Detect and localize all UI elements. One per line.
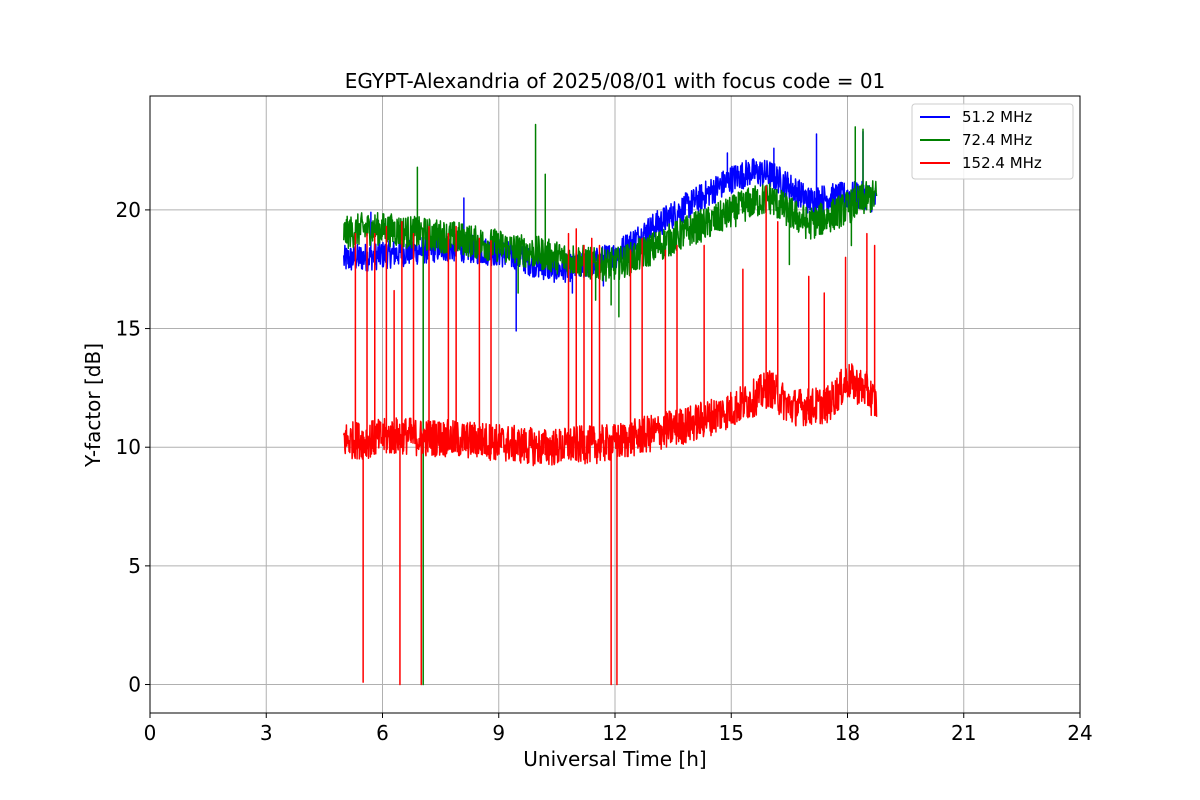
y-tick-label: 0	[128, 673, 141, 697]
y-tick-label: 10	[116, 435, 141, 459]
x-tick-label: 21	[951, 721, 976, 745]
x-tick-label: 6	[376, 721, 389, 745]
legend: 51.2 MHz 72.4 MHz 152.4 MHz	[911, 103, 1074, 180]
series-line-2	[343, 185, 878, 686]
x-tick-label: 9	[492, 721, 505, 745]
legend-box	[911, 103, 1074, 180]
y-tick-label: 20	[116, 198, 141, 222]
x-tick-label: 15	[719, 721, 744, 745]
chart-title: EGYPT-Alexandria of 2025/08/01 with focu…	[345, 69, 886, 93]
series-layer	[343, 123, 878, 686]
x-tick-label: 12	[602, 721, 627, 745]
x-tick-label: 18	[835, 721, 860, 745]
y-axis: 0 5 10 15 20	[116, 198, 150, 697]
y-axis-label: Y-factor [dB]	[81, 343, 105, 468]
legend-label: 72.4 MHz	[962, 131, 1032, 149]
y-tick-label: 15	[116, 317, 141, 341]
x-tick-label: 24	[1067, 721, 1092, 745]
x-axis-label: Universal Time [h]	[523, 747, 706, 771]
legend-label: 51.2 MHz	[962, 108, 1032, 126]
x-tick-label: 3	[260, 721, 273, 745]
x-tick-label: 0	[144, 721, 157, 745]
y-tick-label: 5	[128, 554, 141, 578]
legend-label: 152.4 MHz	[962, 154, 1042, 172]
x-axis: 0 3 6 9 12 15 18 21 24	[144, 713, 1093, 745]
series-line-1	[343, 123, 878, 686]
